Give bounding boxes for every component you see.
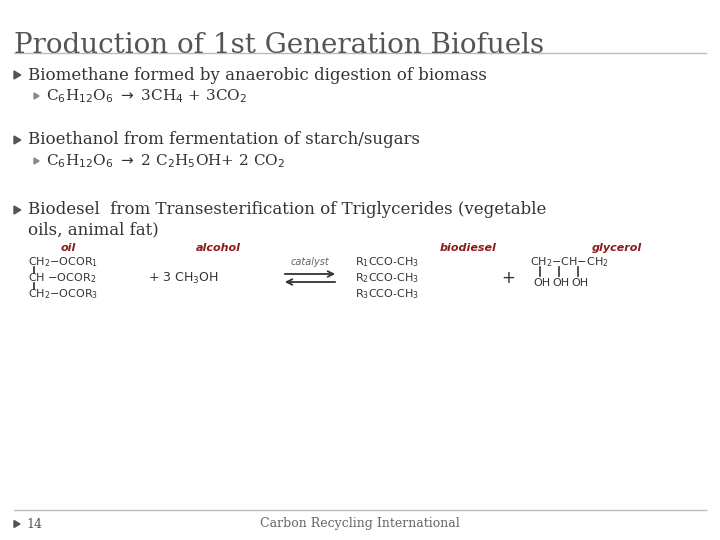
Text: Biomethane formed by anaerobic digestion of biomass: Biomethane formed by anaerobic digestion… xyxy=(28,66,487,84)
Text: $+$: $+$ xyxy=(501,269,515,287)
Text: OH: OH xyxy=(552,278,569,288)
Text: CH −OCOR$_2$: CH −OCOR$_2$ xyxy=(28,271,96,285)
Text: R$_1$CCO-CH$_3$: R$_1$CCO-CH$_3$ xyxy=(355,255,419,269)
Text: Production of 1st Generation Biofuels: Production of 1st Generation Biofuels xyxy=(14,32,544,59)
Text: oils, animal fat): oils, animal fat) xyxy=(28,221,158,239)
Polygon shape xyxy=(34,158,39,164)
Text: Carbon Recycling International: Carbon Recycling International xyxy=(260,517,460,530)
Text: CH$_2$−OCOR$_1$: CH$_2$−OCOR$_1$ xyxy=(28,255,98,269)
Text: glycerol: glycerol xyxy=(592,243,642,253)
Text: Bioethanol from fermentation of starch/sugars: Bioethanol from fermentation of starch/s… xyxy=(28,132,420,148)
Text: CH$_2$−CH−CH$_2$: CH$_2$−CH−CH$_2$ xyxy=(530,255,608,269)
Text: CH$_2$−OCOR$_3$: CH$_2$−OCOR$_3$ xyxy=(28,287,98,301)
Text: $+$ 3 CH$_3$OH: $+$ 3 CH$_3$OH xyxy=(148,271,219,286)
Text: R$_3$CCO-CH$_3$: R$_3$CCO-CH$_3$ xyxy=(355,287,419,301)
Text: OH: OH xyxy=(533,278,550,288)
Text: 14: 14 xyxy=(26,517,42,530)
Text: OH: OH xyxy=(571,278,588,288)
Text: oil: oil xyxy=(60,243,76,253)
Polygon shape xyxy=(14,206,21,214)
Polygon shape xyxy=(34,93,39,99)
Text: catalyst: catalyst xyxy=(291,257,329,267)
Text: alcohol: alcohol xyxy=(196,243,240,253)
Text: C$_6$H$_{12}$O$_6$ $\rightarrow$ 2 C$_2$H$_5$OH+ 2 CO$_2$: C$_6$H$_{12}$O$_6$ $\rightarrow$ 2 C$_2$… xyxy=(46,152,285,170)
Text: Biodesel  from Transesterification of Triglycerides (vegetable: Biodesel from Transesterification of Tri… xyxy=(28,201,546,219)
Text: biodiesel: biodiesel xyxy=(440,243,496,253)
Polygon shape xyxy=(14,136,21,144)
Polygon shape xyxy=(14,521,20,528)
Text: C$_6$H$_{12}$O$_6$ $\rightarrow$ 3CH$_4$ + 3CO$_2$: C$_6$H$_{12}$O$_6$ $\rightarrow$ 3CH$_4$… xyxy=(46,87,247,105)
Polygon shape xyxy=(14,71,21,79)
Text: R$_2$CCO-CH$_3$: R$_2$CCO-CH$_3$ xyxy=(355,271,419,285)
